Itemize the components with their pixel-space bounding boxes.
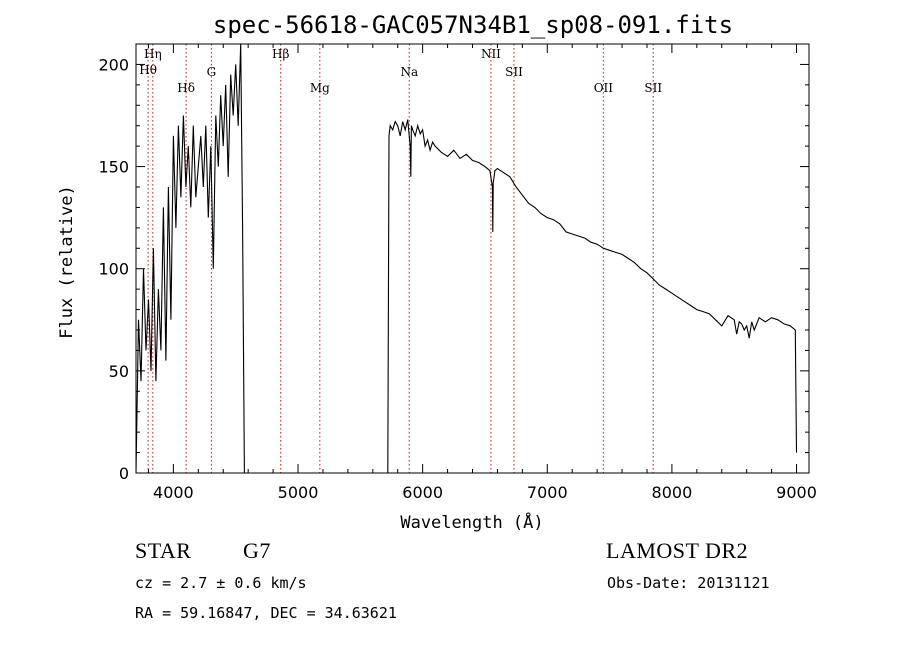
line-label-8: SII bbox=[505, 65, 523, 79]
emission-line-markers: Hη Hθ Hδ G Hβ Mg Na NII SII OII SII bbox=[139, 44, 662, 473]
object-class: STAR bbox=[135, 538, 192, 563]
y-axis-label: Flux (relative) bbox=[57, 185, 77, 339]
survey-label: LAMOST DR2 bbox=[606, 538, 749, 563]
x-tick-label: 4000 bbox=[153, 483, 194, 502]
y-tick-label: 200 bbox=[98, 55, 129, 74]
line-label-10: SII bbox=[644, 81, 662, 95]
chart-title: spec-56618-GAC057N34B1_sp08-091.fits bbox=[213, 11, 733, 39]
line-label-7: NII bbox=[481, 47, 501, 61]
line-label-5: Mg bbox=[310, 81, 330, 95]
line-label-1: Hθ bbox=[139, 63, 157, 77]
x-tick-label: 8000 bbox=[652, 483, 693, 502]
y-tick-label: 150 bbox=[98, 158, 129, 177]
line-label-3: G bbox=[207, 65, 217, 79]
axes: 4000 5000 6000 7000 8000 9000 0 50 100 150 200 bbox=[98, 43, 817, 502]
line-label-2: Hδ bbox=[177, 81, 195, 95]
redshift-value: cz = 2.7 ± 0.6 km/s bbox=[135, 574, 307, 592]
line-label-4: Hβ bbox=[272, 47, 289, 61]
x-tick-label: 5000 bbox=[278, 483, 319, 502]
y-tick-label: 50 bbox=[109, 362, 129, 381]
object-subclass: G7 bbox=[243, 538, 271, 563]
coordinates: RA = 59.16847, DEC = 34.63621 bbox=[135, 604, 397, 622]
x-tick-label: 6000 bbox=[402, 483, 443, 502]
x-tick-label: 7000 bbox=[527, 483, 568, 502]
x-tick-label: 9000 bbox=[776, 483, 817, 502]
line-label-6: Na bbox=[400, 65, 418, 79]
line-label-9: OII bbox=[594, 81, 614, 95]
observation-date: Obs-Date: 20131121 bbox=[607, 574, 770, 592]
line-label-0: Hη bbox=[144, 47, 162, 61]
y-tick-label: 100 bbox=[98, 260, 129, 279]
x-axis-label: Wavelength (Å) bbox=[400, 511, 543, 533]
flux-series-line bbox=[135, 43, 798, 474]
y-tick-label: 0 bbox=[119, 464, 129, 483]
